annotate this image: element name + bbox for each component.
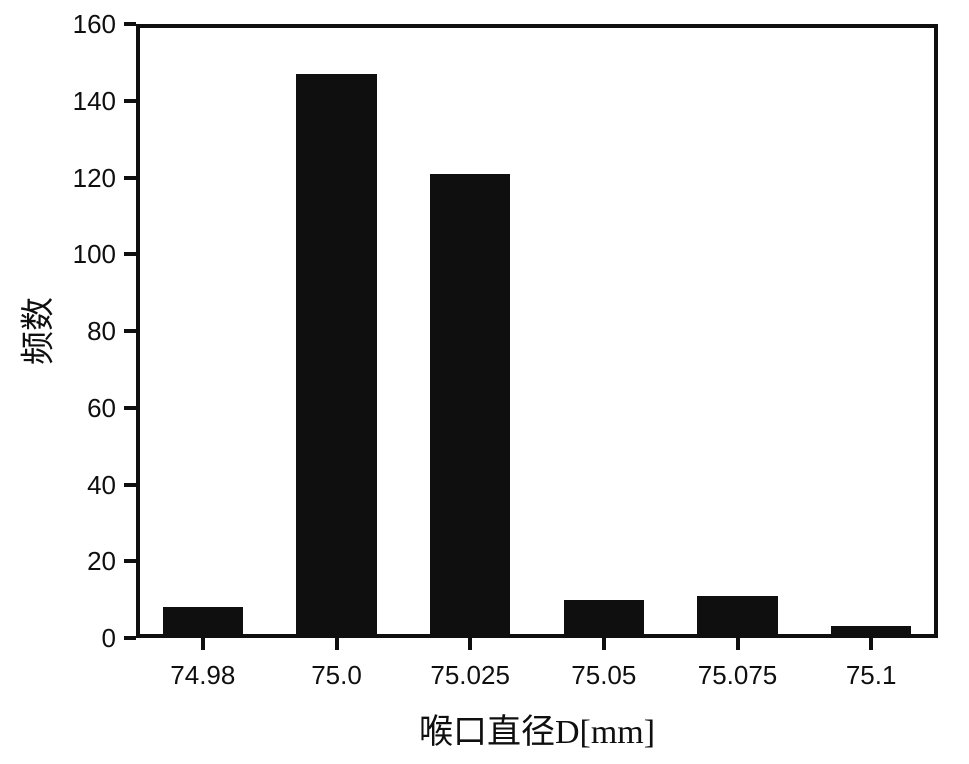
y-tick [124, 483, 136, 487]
x-tick-label: 75.025 [430, 660, 510, 691]
bar [430, 174, 510, 638]
y-tick [124, 99, 136, 103]
y-tick [124, 636, 136, 640]
y-tick-label: 80 [87, 316, 116, 347]
bar [564, 600, 644, 638]
y-tick-label: 120 [73, 163, 116, 194]
x-axis-label: 喉口直径D[mm] [419, 704, 655, 753]
bar [697, 596, 777, 638]
y-tick [124, 22, 136, 26]
x-tick [335, 638, 339, 650]
x-tick-label: 75.075 [698, 660, 778, 691]
x-tick [468, 638, 472, 650]
axis-frame [136, 24, 140, 638]
x-tick [201, 638, 205, 650]
y-tick-label: 60 [87, 393, 116, 424]
y-tick-label: 140 [73, 86, 116, 117]
x-tick-label: 74.98 [170, 660, 235, 691]
y-tick [124, 406, 136, 410]
x-tick [602, 638, 606, 650]
axis-frame [136, 24, 938, 28]
x-tick [736, 638, 740, 650]
plot-area [136, 24, 938, 638]
y-tick [124, 252, 136, 256]
bar [831, 626, 911, 638]
bar [163, 607, 243, 638]
y-tick-label: 40 [87, 470, 116, 501]
axis-frame [136, 634, 938, 638]
axis-frame [934, 24, 938, 638]
x-tick-label: 75.05 [571, 660, 636, 691]
histogram-chart: 频数 喉口直径D[mm] 0 20 40 60 80 100 120 140 160 74.98 7… [0, 0, 969, 764]
y-tick-label: 100 [73, 239, 116, 270]
x-tick-label: 75.0 [311, 660, 362, 691]
y-tick-label: 20 [87, 546, 116, 577]
y-tick [124, 176, 136, 180]
x-tick [869, 638, 873, 650]
y-tick-label: 0 [102, 623, 116, 654]
y-tick-label: 160 [73, 9, 116, 40]
y-tick [124, 329, 136, 333]
x-tick-label: 75.1 [846, 660, 897, 691]
y-axis-label: 频数 [11, 297, 60, 365]
y-tick [124, 559, 136, 563]
bar [296, 74, 376, 638]
